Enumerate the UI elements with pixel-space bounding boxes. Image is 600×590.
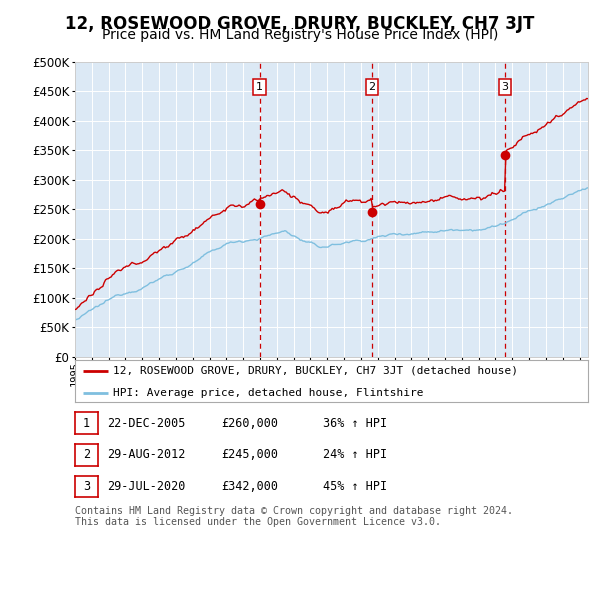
- Text: 29-AUG-2012: 29-AUG-2012: [107, 448, 185, 461]
- Text: 36% ↑ HPI: 36% ↑ HPI: [323, 417, 387, 430]
- Text: 24% ↑ HPI: 24% ↑ HPI: [323, 448, 387, 461]
- Text: HPI: Average price, detached house, Flintshire: HPI: Average price, detached house, Flin…: [113, 388, 424, 398]
- Text: 22-DEC-2005: 22-DEC-2005: [107, 417, 185, 430]
- Text: 29-JUL-2020: 29-JUL-2020: [107, 480, 185, 493]
- Text: 12, ROSEWOOD GROVE, DRURY, BUCKLEY, CH7 3JT: 12, ROSEWOOD GROVE, DRURY, BUCKLEY, CH7 …: [65, 15, 535, 33]
- Text: 3: 3: [83, 480, 90, 493]
- Text: Contains HM Land Registry data © Crown copyright and database right 2024.
This d: Contains HM Land Registry data © Crown c…: [75, 506, 513, 527]
- Text: 12, ROSEWOOD GROVE, DRURY, BUCKLEY, CH7 3JT (detached house): 12, ROSEWOOD GROVE, DRURY, BUCKLEY, CH7 …: [113, 366, 518, 375]
- Text: 3: 3: [502, 82, 509, 92]
- Text: £245,000: £245,000: [221, 448, 278, 461]
- Text: Price paid vs. HM Land Registry's House Price Index (HPI): Price paid vs. HM Land Registry's House …: [102, 28, 498, 42]
- Text: £342,000: £342,000: [221, 480, 278, 493]
- Text: £260,000: £260,000: [221, 417, 278, 430]
- Text: 45% ↑ HPI: 45% ↑ HPI: [323, 480, 387, 493]
- Text: 1: 1: [256, 82, 263, 92]
- Text: 2: 2: [368, 82, 376, 92]
- Text: 2: 2: [83, 448, 90, 461]
- Text: 1: 1: [83, 417, 90, 430]
